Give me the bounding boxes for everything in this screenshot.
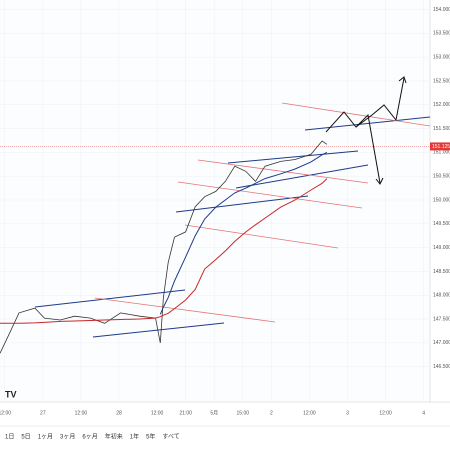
range-button[interactable]: すべて <box>162 434 179 441</box>
y-tick-label: 154.000 <box>433 7 450 13</box>
x-tick-label: 12:00 <box>379 410 392 416</box>
axes: 146.500 147.000 147.500 148.000 148.500 149.0… <box>0 7 450 416</box>
y-tick-label: 152.500 <box>433 78 450 84</box>
y-tick-label: 150.500 <box>433 174 450 180</box>
x-tick-label: 4 <box>422 410 425 416</box>
trend-line <box>197 159 369 184</box>
y-tick-label: 148.500 <box>433 269 450 275</box>
y-tick-label: 147.000 <box>433 340 450 346</box>
trend-line <box>227 150 359 164</box>
x-tick-label: 28 <box>116 410 122 416</box>
y-tick-label: 152.000 <box>433 102 450 108</box>
arrow-head <box>398 76 407 84</box>
trend-line <box>94 297 276 323</box>
series-line <box>0 140 328 354</box>
y-tick-label: 151.000 <box>433 150 450 156</box>
series-line <box>159 151 328 315</box>
x-tick-label: 12:00 <box>75 410 88 416</box>
current-price-label: 151.125 <box>432 144 450 150</box>
series-layer <box>0 140 328 354</box>
plot-area <box>0 0 430 402</box>
y-tick-label: 149.500 <box>433 221 450 227</box>
range-button[interactable]: 5日 <box>21 434 30 441</box>
trend-line <box>92 322 225 338</box>
arrow-head <box>375 177 384 185</box>
range-button[interactable]: 年初来 <box>105 433 123 441</box>
trend-line <box>281 102 431 127</box>
annotations <box>34 76 431 338</box>
toolbar: 1日 5日 1ヶ月 3ヶ月 6ヶ月 年初来 1年 5年 すべて <box>5 433 180 441</box>
x-tick-label: 12:00 <box>151 410 164 416</box>
y-tick-label: 149.000 <box>433 245 450 251</box>
trend-line <box>175 195 309 213</box>
x-tick-label: 3 <box>346 410 349 416</box>
y-tick-label: 147.500 <box>433 316 450 322</box>
logo: TV <box>5 389 17 399</box>
trend-line <box>235 164 369 189</box>
x-tick-label: 5月 <box>210 410 218 416</box>
series-line <box>0 178 328 324</box>
y-tick-label: 153.000 <box>433 54 450 60</box>
x-tick-label: 12:00 <box>0 410 11 416</box>
trend-line <box>184 224 339 249</box>
x-tick-label: 15:00 <box>237 410 250 416</box>
y-tick-label: 153.500 <box>433 31 450 37</box>
x-tick-label: 12:00 <box>303 410 316 416</box>
y-tick-label: 150.000 <box>433 197 450 203</box>
x-tick-label: 21:00 <box>179 410 192 416</box>
range-button[interactable]: 1日 <box>5 434 14 441</box>
y-tick-label: 146.500 <box>433 364 450 370</box>
range-button[interactable]: 6ヶ月 <box>82 434 97 441</box>
y-tick-label: 151.500 <box>433 126 450 132</box>
range-button[interactable]: 1年 <box>130 433 139 441</box>
current-price-box <box>430 142 450 151</box>
range-button[interactable]: 5年 <box>146 433 155 441</box>
range-button[interactable]: 1ヶ月 <box>38 434 53 441</box>
trend-line <box>304 116 431 131</box>
trend-line <box>34 289 186 308</box>
projection-arrow <box>355 77 405 128</box>
x-tick-label: 2 <box>270 410 273 416</box>
x-tick-label: 27 <box>40 410 46 416</box>
range-button[interactable]: 3ヶ月 <box>60 434 75 441</box>
trend-line <box>177 181 363 209</box>
y-tick-label: 148.000 <box>433 293 450 299</box>
